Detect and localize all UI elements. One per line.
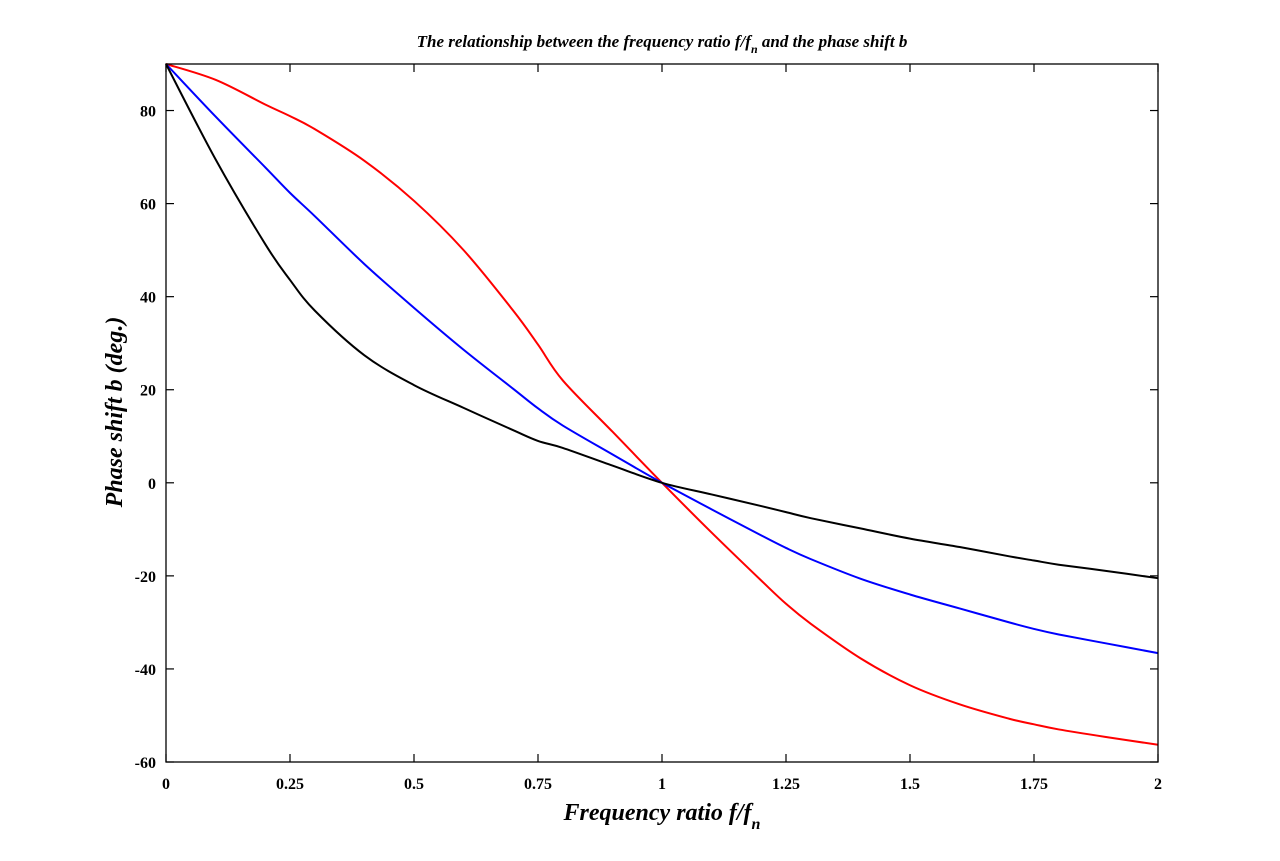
y-tick-label: 80	[140, 104, 156, 121]
x-tick-label: 0.75	[524, 776, 552, 793]
y-tick-label: -40	[135, 662, 156, 679]
y-tick-label: 40	[140, 290, 156, 307]
series-line-1	[165, 63, 1159, 746]
y-axis-label: Phase shift b (deg.)	[102, 317, 128, 509]
y-tick-label: 60	[140, 197, 156, 214]
x-tick-label: 1.5	[900, 776, 920, 793]
y-tick-label: -60	[135, 755, 156, 772]
x-tick-label: 1.25	[772, 776, 800, 793]
x-tick-label: 0.25	[276, 776, 304, 793]
x-tick-label: 2	[1154, 776, 1162, 793]
chart-title: The relationship between the frequency r…	[417, 32, 908, 56]
y-tick-label: -20	[135, 569, 156, 586]
x-tick-label: 0	[162, 776, 170, 793]
y-tick-label: 0	[148, 476, 156, 493]
series-line-3	[165, 63, 1159, 580]
plot-frame	[165, 63, 1159, 763]
y-tick-label: 20	[140, 383, 156, 400]
x-tick-label: 1	[658, 776, 666, 793]
x-tick-label: 1.75	[1020, 776, 1048, 793]
x-tick-label: 0.5	[404, 776, 424, 793]
series-line-2	[165, 63, 1159, 655]
x-axis-label: Frequency ratio f/fn	[563, 800, 761, 833]
